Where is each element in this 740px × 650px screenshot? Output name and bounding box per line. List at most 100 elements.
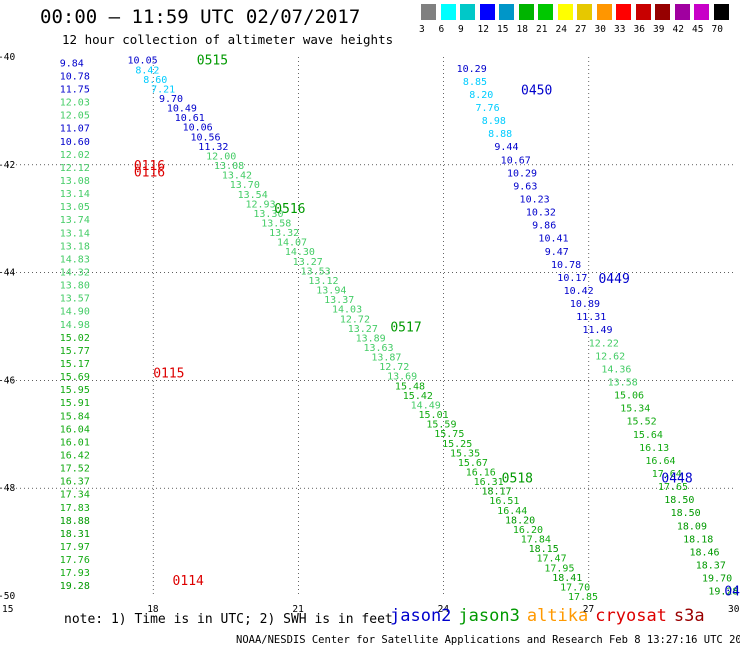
scale-swatch (421, 4, 436, 20)
swh-value: 17.95 (544, 563, 574, 574)
scale-swatch (538, 4, 553, 20)
pass-time-label: 0518 (502, 471, 533, 486)
x-tick-label: 15 (2, 604, 13, 615)
swh-value: 18.15 (529, 544, 559, 555)
swh-value: 14.83 (60, 254, 90, 265)
y-tick-label: -40 (0, 52, 15, 63)
swh-value: 13.30 (253, 209, 283, 220)
swh-value: 10.06 (183, 123, 213, 134)
swh-value: 7.76 (476, 103, 500, 114)
swh-value: 14.49 (411, 400, 441, 411)
swh-value: 11.49 (582, 325, 612, 336)
swh-value: 13.32 (269, 228, 299, 239)
swh-value: 12.93 (245, 199, 275, 210)
swh-value: 10.67 (501, 155, 531, 166)
swh-value: 15.75 (434, 429, 464, 440)
footer-credit: NOAA/NESDIS Center for Satellite Applica… (236, 634, 740, 646)
swh-value: 10.32 (526, 208, 556, 219)
y-tick-label: -46 (0, 375, 15, 386)
swh-value: 8.42 (135, 65, 159, 76)
swh-value: 15.48 (395, 381, 425, 392)
swh-value: 16.51 (489, 496, 519, 507)
swh-value: 13.80 (60, 281, 90, 292)
swh-value: 16.01 (60, 437, 90, 448)
scale-label: 33 (614, 24, 626, 35)
scale-label: 21 (536, 24, 548, 35)
swh-value: 8.60 (143, 75, 167, 86)
chart-subtitle: 12 hour collection of altimeter wave hei… (62, 32, 394, 47)
swh-value: 16.37 (60, 477, 90, 488)
swh-value: 12.62 (595, 351, 625, 362)
scale-swatch (616, 4, 631, 20)
swh-value: 12.12 (60, 163, 90, 174)
swh-value: 14.36 (601, 364, 631, 375)
swh-value: 11.07 (60, 124, 90, 135)
swh-value: 7.21 (151, 84, 175, 95)
scale-swatch (557, 4, 573, 20)
swh-value: 12.03 (60, 98, 90, 109)
swh-value: 13.89 (356, 333, 386, 344)
swh-value: 17.64 (652, 469, 682, 480)
satellite-jason3: jason3 (458, 606, 520, 626)
scale-swatch (518, 4, 534, 20)
swh-value: 12.05 (60, 111, 90, 122)
scale-label: 6 (438, 24, 445, 35)
swh-value: 15.42 (403, 391, 433, 402)
y-tick-label: -42 (0, 160, 15, 171)
swh-value: 9.86 (532, 221, 556, 232)
swh-value: 10.41 (538, 234, 568, 245)
swh-value: 17.97 (60, 542, 90, 553)
track-cryosat: 9.84 10.78 11.75 12.03 12.05 11.07 10.60 12.02 1… (60, 58, 204, 592)
y-tick-label: -44 (0, 268, 15, 279)
swh-value: 13.53 (301, 266, 331, 277)
swh-value: 15.52 (627, 417, 657, 428)
swh-value: 13.74 (60, 215, 90, 226)
pass-time-label: 0449 (598, 272, 629, 287)
swh-value: 14.30 (285, 247, 315, 258)
scale-label: 45 (692, 24, 704, 35)
x-tick-label: 30 (728, 604, 740, 615)
swh-value: 10.61 (175, 113, 205, 124)
swh-value: 13.14 (60, 228, 90, 239)
swh-value: 14.98 (60, 320, 90, 331)
swh-value: 17.93 (60, 568, 90, 579)
x-tick-label: 27 (583, 604, 594, 615)
swh-value: 9.84 (60, 58, 84, 69)
scale-label: 15 (497, 24, 509, 35)
swh-value: 12.72 (340, 314, 370, 325)
swh-value: 15.91 (60, 398, 90, 409)
swh-value: 18.41 (552, 573, 582, 584)
swh-value: 13.63 (363, 343, 393, 354)
swh-value: 10.17 (557, 273, 587, 284)
scale-label: 9 (458, 24, 464, 35)
swh-value: 10.05 (128, 56, 158, 67)
scale-swatch (577, 4, 592, 20)
pass-time-label: 0450 (521, 83, 552, 98)
scale-label: 18 (516, 24, 528, 35)
scale-label: 12 (477, 24, 489, 35)
swh-value: 17.85 (568, 592, 598, 603)
swh-value: 13.14 (60, 189, 90, 200)
swh-value: 13.37 (324, 295, 354, 306)
scale-label: 36 (633, 24, 645, 35)
swh-value: 12.22 (589, 338, 619, 349)
swh-value: 9.63 (513, 181, 537, 192)
swh-value: 10.29 (457, 64, 487, 75)
swh-value: 19.70 (702, 574, 732, 585)
swh-value: 17.83 (60, 503, 90, 514)
swh-value: 13.08 (214, 161, 244, 172)
swh-value: 14.07 (277, 238, 307, 249)
satellite-jason2: jason2 (390, 606, 452, 626)
scale-swatch (479, 4, 495, 20)
track-jason2: 10.29 8.85 8.20 7.76 8.98 8.88 9.44 10.67 10.29 9… (457, 64, 740, 600)
scale-swatch (655, 4, 670, 20)
swh-value: 15.77 (60, 346, 90, 357)
swh-value: 18.09 (677, 521, 707, 532)
swh-value: 15.17 (60, 359, 90, 370)
swh-value: 12.02 (60, 150, 90, 161)
pass-time-label: 0515 (197, 54, 228, 69)
swh-value: 14.32 (60, 268, 90, 279)
scale-swatch (460, 4, 475, 20)
swh-value: 12.00 (206, 151, 236, 162)
swh-value: 13.57 (60, 294, 90, 305)
